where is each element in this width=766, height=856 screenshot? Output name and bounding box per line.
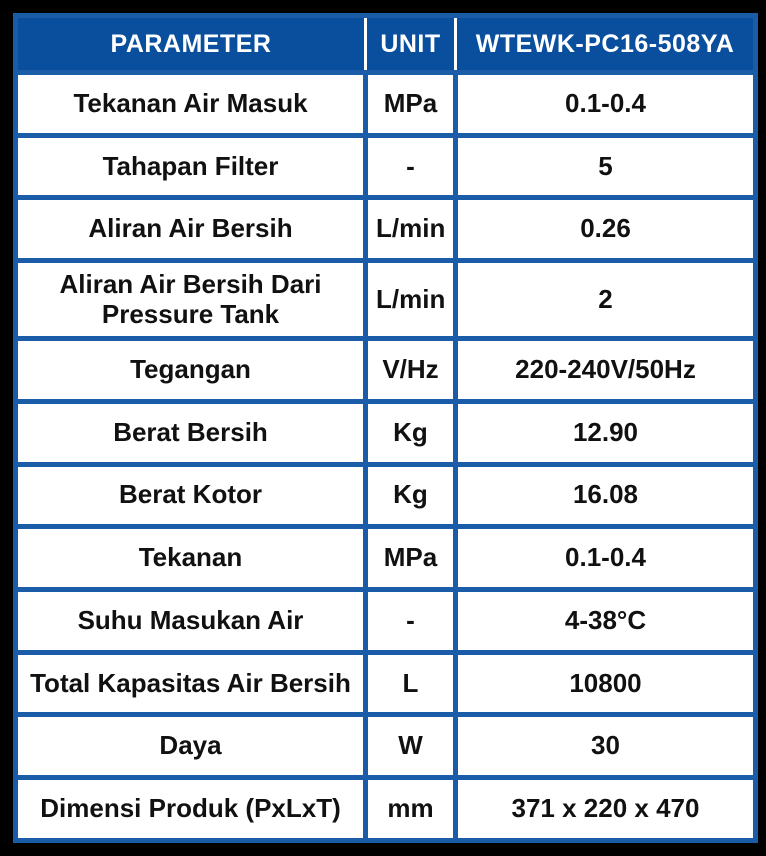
unit-cell: L [363, 649, 458, 718]
value-cell: 0.1-0.4 [453, 524, 758, 593]
param-cell: Tegangan [13, 336, 368, 404]
value-cell: 10800 [453, 649, 758, 718]
unit-cell: - [363, 132, 458, 201]
value-cell: 0.1-0.4 [453, 70, 758, 138]
param-cell: Aliran Air Bersih [13, 195, 368, 264]
table-row: Daya W 30 [13, 712, 758, 781]
param-cell: Tekanan [13, 524, 368, 593]
table-row: Dimensi Produk (PxLxT) mm 371 x 220 x 47… [13, 775, 758, 843]
table-row: Aliran Air Bersih Dari Pressure Tank L/m… [13, 258, 758, 342]
col-header-parameter: PARAMETER [15, 15, 366, 73]
value-cell: 371 x 220 x 470 [453, 775, 758, 843]
value-cell: 5 [453, 132, 758, 201]
param-cell: Daya [13, 712, 368, 781]
header-row: PARAMETER UNIT WTEWK-PC16-508YA [15, 15, 756, 73]
unit-cell: Kg [363, 398, 458, 467]
table-row: Aliran Air Bersih L/min 0.26 [13, 195, 758, 264]
table-row: Suhu Masukan Air - 4-38°C [13, 587, 758, 655]
table-row: Tekanan MPa 0.1-0.4 [13, 524, 758, 593]
unit-cell: Kg [363, 461, 458, 530]
product-spec-table: PARAMETER UNIT WTEWK-PC16-508YA Tekanan … [13, 13, 758, 843]
table-row: Berat Kotor Kg 16.08 [13, 461, 758, 530]
unit-cell: L/min [363, 195, 458, 264]
unit-cell: W [363, 712, 458, 781]
value-cell: 12.90 [453, 398, 758, 467]
param-cell: Tahapan Filter [13, 132, 368, 201]
param-cell: Tekanan Air Masuk [13, 70, 368, 138]
table-row: Tekanan Air Masuk MPa 0.1-0.4 [13, 70, 758, 138]
unit-cell: V/Hz [363, 336, 458, 404]
param-cell: Suhu Masukan Air [13, 587, 368, 655]
value-cell: 30 [453, 712, 758, 781]
table-row: Berat Bersih Kg 12.90 [13, 398, 758, 467]
unit-cell: L/min [363, 258, 458, 342]
value-cell: 4-38°C [453, 587, 758, 655]
value-cell: 2 [453, 258, 758, 342]
table-row: Tegangan V/Hz 220-240V/50Hz [13, 336, 758, 404]
col-header-unit: UNIT [364, 15, 456, 73]
unit-cell: MPa [363, 524, 458, 593]
table-header: PARAMETER UNIT WTEWK-PC16-508YA [15, 15, 756, 73]
unit-cell: - [363, 587, 458, 655]
table-row: Total Kapasitas Air Bersih L 10800 [13, 649, 758, 718]
col-header-model: WTEWK-PC16-508YA [454, 15, 756, 73]
value-cell: 16.08 [453, 461, 758, 530]
param-cell: Berat Bersih [13, 398, 368, 467]
unit-cell: MPa [363, 70, 458, 138]
value-cell: 220-240V/50Hz [453, 336, 758, 404]
table-row: Tahapan Filter - 5 [13, 132, 758, 201]
param-cell: Dimensi Produk (PxLxT) [13, 775, 368, 843]
value-cell: 0.26 [453, 195, 758, 264]
param-cell: Aliran Air Bersih Dari Pressure Tank [13, 258, 368, 342]
param-cell: Berat Kotor [13, 461, 368, 530]
unit-cell: mm [363, 775, 458, 843]
table-body: Tekanan Air Masuk MPa 0.1-0.4 Tahapan Fi… [13, 70, 758, 843]
param-cell: Total Kapasitas Air Bersih [13, 649, 368, 718]
